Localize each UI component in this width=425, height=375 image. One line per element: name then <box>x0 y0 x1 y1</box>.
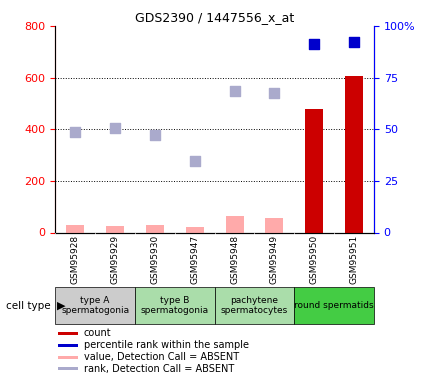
Bar <box>146 225 164 232</box>
Point <box>311 41 317 47</box>
Bar <box>266 217 283 232</box>
Text: GSM95929: GSM95929 <box>110 235 119 284</box>
Bar <box>55 287 135 324</box>
Text: type A
spermatogonia: type A spermatogonia <box>61 296 129 315</box>
Text: type B
spermatogonia: type B spermatogonia <box>141 296 209 315</box>
Text: value, Detection Call = ABSENT: value, Detection Call = ABSENT <box>84 352 239 362</box>
Bar <box>66 225 84 232</box>
Text: GSM95930: GSM95930 <box>150 235 159 284</box>
Text: GSM95951: GSM95951 <box>350 235 359 284</box>
Bar <box>226 216 244 232</box>
Bar <box>186 227 204 232</box>
Bar <box>215 287 294 324</box>
Bar <box>58 368 77 370</box>
Bar <box>345 76 363 232</box>
Bar <box>58 344 77 347</box>
Text: GSM95950: GSM95950 <box>310 235 319 284</box>
Bar <box>58 356 77 358</box>
Point <box>191 158 198 164</box>
Text: ▶: ▶ <box>57 301 66 310</box>
Text: GSM95928: GSM95928 <box>71 235 79 284</box>
Text: GSM95947: GSM95947 <box>190 235 199 284</box>
Point <box>112 125 119 131</box>
Title: GDS2390 / 1447556_x_at: GDS2390 / 1447556_x_at <box>135 11 294 24</box>
Point <box>271 90 278 96</box>
Text: rank, Detection Call = ABSENT: rank, Detection Call = ABSENT <box>84 364 234 374</box>
Point <box>351 39 357 45</box>
Bar <box>106 226 124 232</box>
Point <box>72 129 79 135</box>
Bar <box>305 109 323 232</box>
Bar <box>135 287 215 324</box>
Text: cell type: cell type <box>6 301 51 310</box>
Text: round spermatids: round spermatids <box>295 301 374 310</box>
Text: pachytene
spermatocytes: pachytene spermatocytes <box>221 296 288 315</box>
Text: count: count <box>84 328 111 339</box>
Text: percentile rank within the sample: percentile rank within the sample <box>84 340 249 350</box>
Point <box>231 88 238 94</box>
Bar <box>58 332 77 335</box>
Bar <box>294 287 374 324</box>
Text: GSM95949: GSM95949 <box>270 235 279 284</box>
Text: GSM95948: GSM95948 <box>230 235 239 284</box>
Point <box>151 132 158 138</box>
